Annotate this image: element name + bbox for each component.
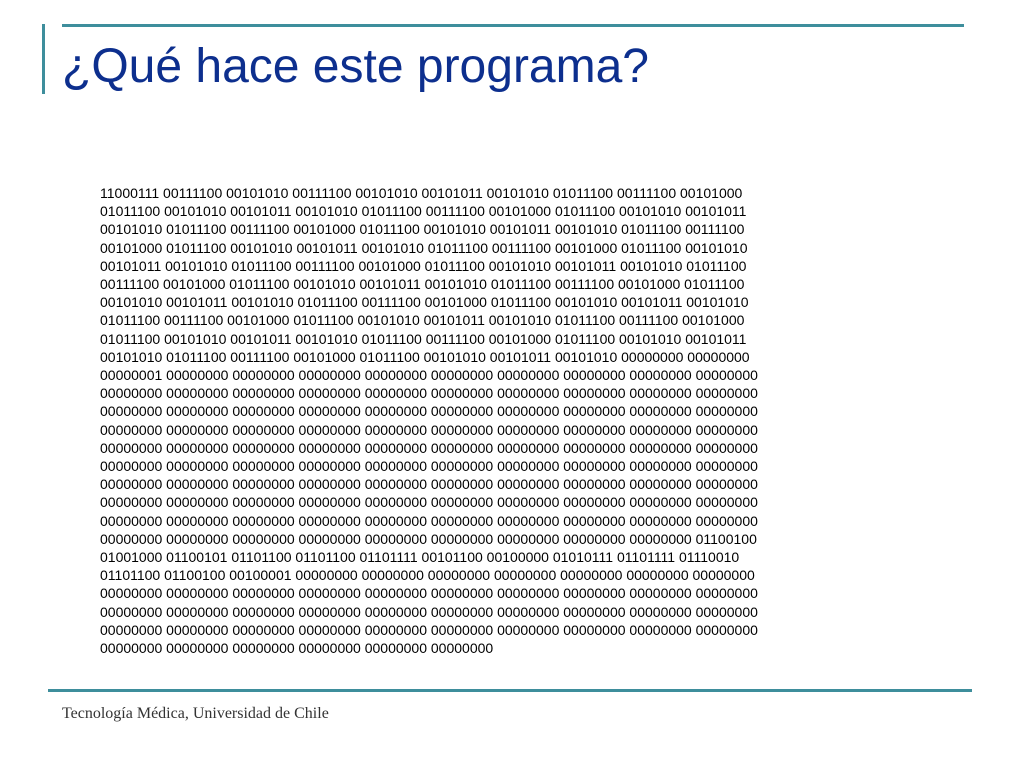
binary-line: 00101010 00101011 00101010 01011100 0011… [100,294,749,311]
binary-line: 01001000 01100101 01101100 01101100 0110… [100,549,740,566]
binary-line: 00000000 00000000 00000000 00000000 0000… [100,512,758,529]
binary-code-block: 11000111 00111100 00101010 00111100 0010… [100,184,910,657]
binary-line: 00000000 00000000 00000000 00000000 0000… [100,458,758,475]
binary-line: 00000000 00000000 00000000 00000000 0000… [100,585,758,602]
binary-line: 00111100 00101000 01011100 00101010 0010… [100,276,745,293]
slide-footer: Tecnología Médica, Universidad de Chile [62,705,329,722]
top-divider [62,24,964,27]
binary-line: 00000000 00000000 00000000 00000000 0000… [100,403,758,420]
binary-line: 00101011 00101010 01011100 00111100 0010… [100,257,747,274]
binary-line: 00000000 00000000 00000000 00000000 0000… [100,621,758,638]
binary-line: 00000000 00000000 00000000 00000000 0000… [100,476,758,493]
binary-line: 00101000 01011100 00101010 00101011 0010… [100,239,748,256]
binary-line: 00000000 00000000 00000000 00000000 0000… [100,421,758,438]
binary-line: 00000000 00000000 00000000 00000000 0000… [100,603,758,620]
bottom-divider [48,689,972,692]
binary-line: 00000000 00000000 00000000 00000000 0000… [100,530,757,547]
binary-line: 01011100 00101010 00101011 00101010 0101… [100,330,747,347]
binary-line: 00000000 00000000 00000000 00000000 0000… [100,439,758,456]
slide-title: ¿Qué hace este programa? [62,40,649,93]
binary-line: 00101010 01011100 00111100 00101000 0101… [100,221,745,238]
binary-line: 00000000 00000000 00000000 00000000 0000… [100,494,758,511]
binary-line: 01101100 01100100 00100001 00000000 0000… [100,567,755,584]
binary-line: 00000001 00000000 00000000 00000000 0000… [100,367,758,384]
binary-line: 01011100 00101010 00101011 00101010 0101… [100,203,747,220]
binary-line: 11000111 00111100 00101010 00111100 0010… [100,185,743,201]
binary-line: 00000000 00000000 00000000 00000000 0000… [100,640,494,657]
binary-line: 00101010 01011100 00111100 00101000 0101… [100,348,750,365]
binary-line: 01011100 00111100 00101000 01011100 0010… [100,312,745,329]
left-accent-bar [42,24,45,94]
binary-line: 00000000 00000000 00000000 00000000 0000… [100,385,758,402]
